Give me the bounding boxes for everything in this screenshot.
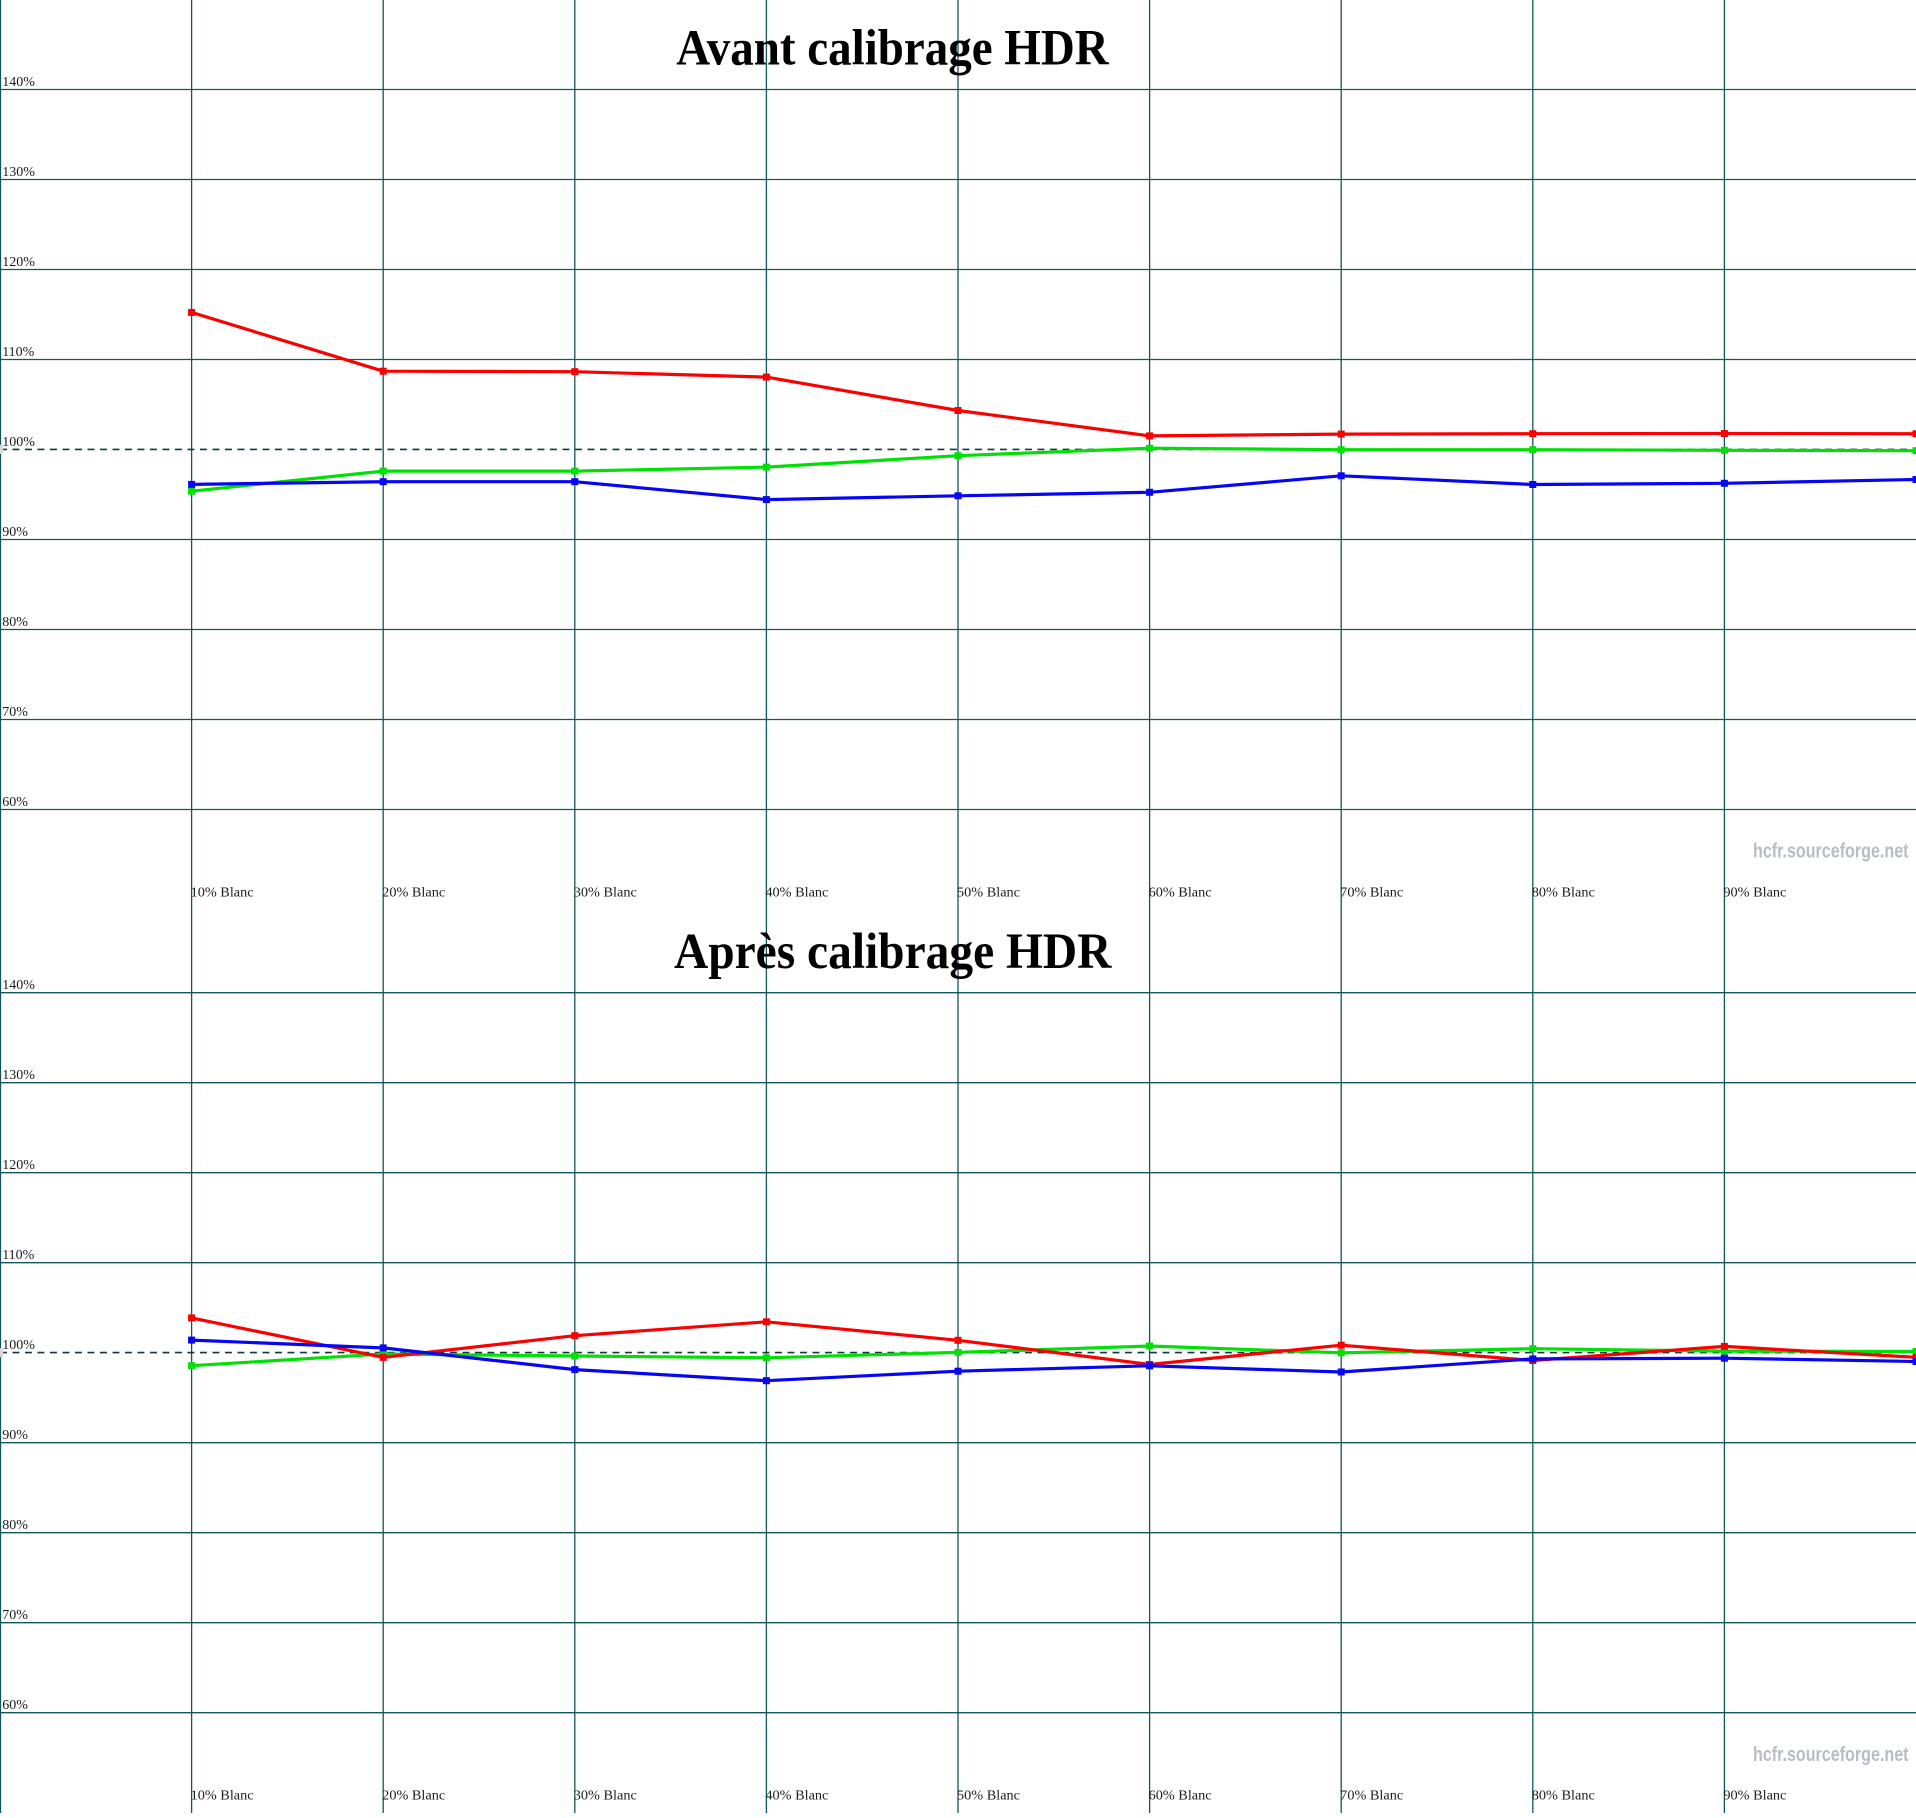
- svg-text:90% Blanc: 90% Blanc: [1723, 885, 1786, 900]
- svg-text:20% Blanc: 20% Blanc: [382, 885, 445, 900]
- svg-text:hcfr.sourceforge.net: hcfr.sourceforge.net: [1753, 1744, 1909, 1766]
- svg-text:30% Blanc: 30% Blanc: [574, 1789, 637, 1804]
- svg-text:100%: 100%: [2, 435, 35, 450]
- svg-text:60% Blanc: 60% Blanc: [1149, 885, 1212, 900]
- svg-text:30% Blanc: 30% Blanc: [574, 885, 637, 900]
- svg-text:Avant calibrage HDR: Avant calibrage HDR: [676, 21, 1110, 77]
- svg-text:60%: 60%: [2, 1698, 28, 1713]
- svg-text:50% Blanc: 50% Blanc: [957, 885, 1020, 900]
- svg-text:70% Blanc: 70% Blanc: [1340, 885, 1403, 900]
- svg-text:20% Blanc: 20% Blanc: [382, 1789, 445, 1804]
- svg-text:90%: 90%: [2, 1428, 28, 1443]
- svg-text:70% Blanc: 70% Blanc: [1340, 1789, 1403, 1804]
- svg-text:hcfr.sourceforge.net: hcfr.sourceforge.net: [1753, 841, 1909, 863]
- svg-text:90%: 90%: [2, 525, 28, 540]
- svg-text:120%: 120%: [2, 1158, 35, 1173]
- svg-text:80% Blanc: 80% Blanc: [1532, 1789, 1595, 1804]
- svg-text:110%: 110%: [2, 1248, 34, 1263]
- svg-text:120%: 120%: [2, 255, 35, 270]
- svg-text:100%: 100%: [2, 1338, 35, 1353]
- svg-text:130%: 130%: [2, 1068, 35, 1083]
- svg-text:140%: 140%: [2, 75, 35, 90]
- svg-text:80% Blanc: 80% Blanc: [1532, 885, 1595, 900]
- svg-text:40% Blanc: 40% Blanc: [765, 1789, 828, 1804]
- svg-text:80%: 80%: [2, 1518, 28, 1533]
- svg-text:110%: 110%: [2, 345, 34, 360]
- svg-text:50% Blanc: 50% Blanc: [957, 1789, 1020, 1804]
- svg-text:70%: 70%: [2, 1608, 28, 1623]
- svg-text:60% Blanc: 60% Blanc: [1149, 1789, 1212, 1804]
- svg-text:60%: 60%: [2, 795, 28, 810]
- svg-text:40% Blanc: 40% Blanc: [765, 885, 828, 900]
- svg-text:90% Blanc: 90% Blanc: [1723, 1789, 1786, 1804]
- svg-text:130%: 130%: [2, 165, 35, 180]
- svg-text:10% Blanc: 10% Blanc: [191, 1789, 254, 1804]
- svg-text:70%: 70%: [2, 705, 28, 720]
- svg-text:10% Blanc: 10% Blanc: [191, 885, 254, 900]
- svg-text:Après calibrage HDR: Après calibrage HDR: [674, 924, 1113, 980]
- svg-text:80%: 80%: [2, 615, 28, 630]
- svg-text:140%: 140%: [2, 978, 35, 993]
